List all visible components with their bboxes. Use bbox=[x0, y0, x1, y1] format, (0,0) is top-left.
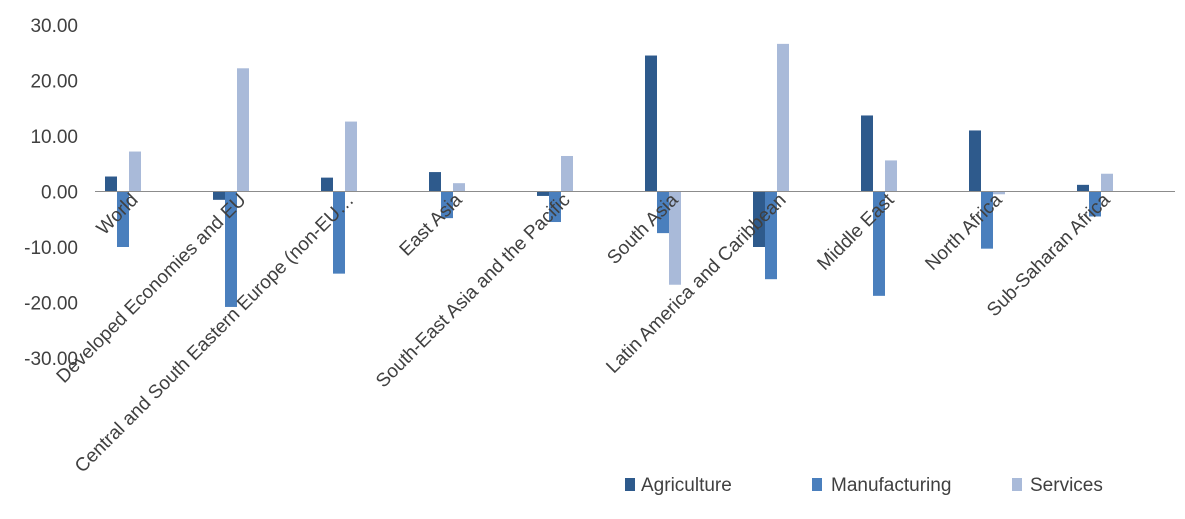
y-tick-label: -30.00 bbox=[24, 349, 78, 370]
bar-manufacturing-1 bbox=[225, 191, 237, 307]
legend-label-agriculture: Agriculture bbox=[641, 475, 732, 496]
legend-swatch-agriculture bbox=[625, 478, 635, 491]
bar-manufacturing-4 bbox=[549, 191, 561, 223]
bar-agriculture-9 bbox=[1077, 184, 1089, 192]
bar-agriculture-8 bbox=[969, 130, 981, 192]
y-tick-label: 20.00 bbox=[30, 72, 78, 93]
bar-services-9 bbox=[1101, 173, 1113, 192]
y-tick-label: -10.00 bbox=[24, 238, 78, 259]
bar-manufacturing-0 bbox=[117, 191, 129, 247]
bar-manufacturing-8 bbox=[981, 191, 993, 249]
bar-services-6 bbox=[777, 43, 789, 192]
bars bbox=[105, 43, 1113, 307]
bar-services-3 bbox=[453, 183, 465, 192]
bar-services-7 bbox=[885, 160, 897, 192]
bar-agriculture-3 bbox=[429, 172, 441, 192]
y-tick-label: -20.00 bbox=[24, 294, 78, 315]
y-tick-label: 10.00 bbox=[30, 127, 78, 148]
bar-services-5 bbox=[669, 191, 681, 285]
legend-label-manufacturing: Manufacturing bbox=[831, 475, 951, 496]
bar-manufacturing-2 bbox=[333, 191, 345, 274]
x-category-label: Developed Economies and EU bbox=[53, 190, 251, 388]
x-category-label: Sub-Saharan Africa bbox=[983, 189, 1115, 321]
bar-services-8 bbox=[993, 191, 1005, 195]
bar-agriculture-2 bbox=[321, 177, 333, 192]
bar-services-1 bbox=[237, 68, 249, 192]
bar-services-2 bbox=[345, 121, 357, 192]
x-category-label: South-East Asia and the Pacific bbox=[372, 190, 574, 392]
bar-agriculture-7 bbox=[861, 115, 873, 192]
x-category-label: North Africa bbox=[921, 189, 1006, 274]
bar-manufacturing-5 bbox=[657, 191, 669, 234]
y-axis: 30.00 20.00 10.00 0.00 -10.00 -20.00 -30.00 bbox=[24, 16, 78, 370]
legend: Agriculture Manufacturing Services bbox=[625, 475, 1103, 496]
bar-manufacturing-6 bbox=[765, 191, 777, 280]
bar-agriculture-4 bbox=[537, 191, 549, 196]
bar-manufacturing-3 bbox=[441, 191, 453, 219]
x-category-label: East Asia bbox=[396, 189, 467, 260]
bar-manufacturing-9 bbox=[1089, 191, 1101, 217]
bar-services-0 bbox=[129, 151, 141, 192]
x-category-label: Latin America and Caribbean bbox=[602, 190, 790, 378]
bar-agriculture-6 bbox=[753, 191, 765, 247]
legend-label-services: Services bbox=[1030, 475, 1103, 496]
bar-services-4 bbox=[561, 155, 573, 192]
bar-agriculture-5 bbox=[645, 55, 657, 192]
y-tick-label: 0.00 bbox=[41, 183, 78, 204]
x-category-label: Middle East bbox=[813, 189, 899, 275]
legend-swatch-manufacturing bbox=[812, 478, 822, 491]
legend-swatch-services bbox=[1012, 478, 1022, 491]
bar-agriculture-1 bbox=[213, 191, 225, 200]
bar-agriculture-0 bbox=[105, 176, 117, 192]
bar-manufacturing-7 bbox=[873, 191, 885, 296]
y-tick-label: 30.00 bbox=[30, 16, 78, 37]
